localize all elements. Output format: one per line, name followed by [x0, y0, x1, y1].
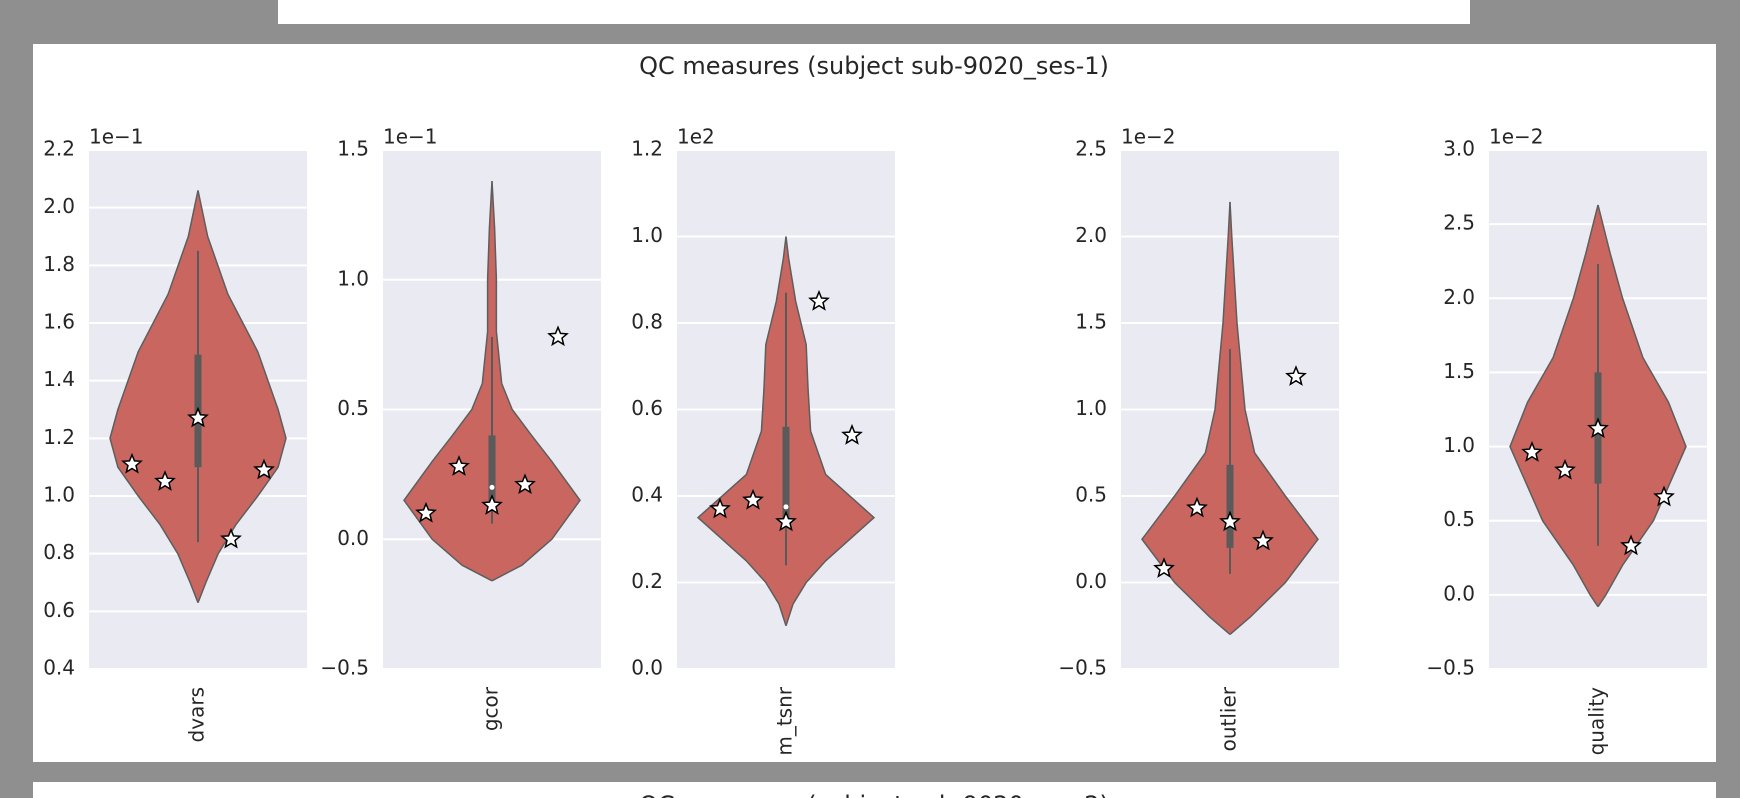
y-tick-label: 0.2 — [631, 569, 663, 593]
y-tick-label: 1.2 — [43, 425, 75, 449]
y-tick-label: 0.8 — [631, 310, 663, 334]
y-tick-label: 1.0 — [43, 483, 75, 507]
y-tick-label: 1.5 — [1075, 310, 1107, 334]
y-tick-label: 0.0 — [1075, 569, 1107, 593]
y-tick-label: 2.5 — [1443, 211, 1475, 235]
x-label: outlier — [1217, 686, 1241, 751]
point — [415, 501, 437, 523]
point — [1252, 529, 1274, 551]
offset-label: 1e−1 — [383, 125, 438, 149]
violin-half — [1229, 201, 1319, 635]
point — [1186, 496, 1208, 518]
y-tick-label: 1.5 — [337, 137, 369, 161]
point — [1521, 441, 1543, 462]
point — [1653, 485, 1675, 507]
violin-half — [491, 181, 581, 582]
y-tick-label: −0.5 — [320, 656, 369, 680]
point — [220, 527, 242, 549]
previous-card — [278, 0, 1470, 24]
x-label: quality — [1585, 687, 1609, 756]
point — [775, 510, 797, 532]
violin-half — [403, 181, 493, 582]
y-tick-label: 1.4 — [43, 367, 75, 391]
y-tick-label: 0.5 — [337, 396, 369, 420]
x-label: gcor — [479, 686, 503, 731]
y-tick-label: 2.2 — [43, 137, 75, 161]
point — [547, 325, 569, 347]
violin-half — [197, 190, 287, 603]
y-tick-label: 2.0 — [1443, 285, 1475, 309]
offset-label: 1e2 — [677, 125, 715, 149]
box — [488, 435, 496, 509]
y-tick-label: 2.0 — [43, 194, 75, 218]
y-tick-label: 0.0 — [1443, 581, 1475, 605]
y-tick-label: 0.0 — [631, 656, 663, 680]
point — [1554, 458, 1576, 480]
y-tick-label: 1.8 — [43, 252, 75, 276]
violin-half — [1141, 201, 1231, 635]
y-tick-label: 3.0 — [1443, 137, 1475, 161]
point — [514, 473, 536, 494]
y-tick-label: 0.4 — [43, 656, 75, 680]
next-card — [33, 782, 1716, 798]
point — [1153, 557, 1175, 578]
y-tick-label: 2.5 — [1075, 137, 1107, 161]
point — [481, 494, 503, 515]
point — [709, 497, 731, 519]
violin-half — [1509, 204, 1599, 608]
box — [1226, 464, 1234, 548]
point — [742, 488, 764, 510]
point — [808, 289, 830, 311]
point — [154, 470, 176, 491]
point — [253, 458, 275, 480]
y-tick-label: 1.5 — [1443, 359, 1475, 383]
y-tick-label: 1.6 — [43, 310, 75, 334]
point — [187, 406, 209, 428]
y-tick-label: 0.6 — [43, 598, 75, 622]
y-tick-label: 2.0 — [1075, 223, 1107, 247]
violin-half — [1597, 204, 1687, 608]
point — [1620, 534, 1642, 556]
y-tick-label: 0.4 — [631, 483, 663, 507]
y-tick-label: 0.6 — [631, 396, 663, 420]
y-tick-label: 0.5 — [1443, 507, 1475, 531]
y-tick-label: 0.8 — [43, 540, 75, 564]
median — [489, 484, 495, 490]
card-title: QC measures (subject sub-9020_ses-1) — [639, 52, 1109, 80]
violin-half — [785, 236, 876, 627]
x-label: dvars — [185, 687, 209, 742]
point — [448, 455, 470, 476]
point — [1219, 510, 1241, 532]
point — [121, 452, 143, 474]
y-tick-label: −0.5 — [1058, 656, 1107, 680]
point — [1587, 417, 1609, 439]
box — [782, 426, 790, 522]
violin-half — [109, 190, 199, 603]
y-tick-label: 0.0 — [337, 526, 369, 550]
violin-half — [696, 236, 787, 627]
point — [841, 423, 863, 445]
y-tick-label: 1.0 — [337, 266, 369, 290]
offset-label: 1e−2 — [1489, 125, 1544, 149]
point — [1285, 365, 1307, 386]
y-tick-label: 1.0 — [1075, 396, 1107, 420]
y-tick-label: 0.5 — [1075, 483, 1107, 507]
x-label: m_tsnr — [773, 686, 797, 755]
offset-label: 1e−2 — [1121, 125, 1176, 149]
y-tick-label: −0.5 — [1426, 656, 1475, 680]
offset-label: 1e−1 — [89, 125, 144, 149]
median — [783, 504, 789, 510]
y-tick-label: 1.0 — [631, 223, 663, 247]
next-card-title: QC measures (subject sub-9020_ses-2) — [639, 791, 1109, 798]
y-tick-label: 1.2 — [631, 137, 663, 161]
y-tick-label: 1.0 — [1443, 433, 1475, 457]
